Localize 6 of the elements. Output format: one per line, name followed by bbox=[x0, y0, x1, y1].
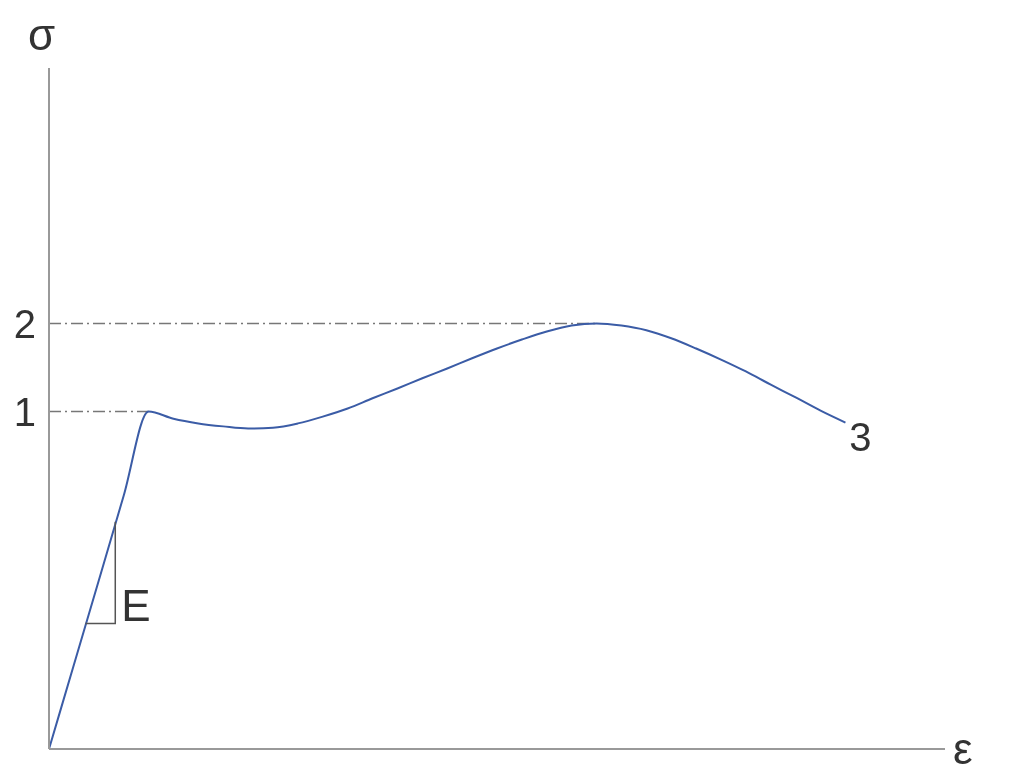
text: 1 bbox=[13, 389, 36, 434]
text: σ bbox=[28, 10, 56, 59]
annotation: 3 bbox=[849, 415, 872, 460]
x-axis-title: ε bbox=[953, 724, 973, 773]
annotation: E bbox=[121, 581, 151, 631]
text: 2 bbox=[13, 301, 36, 346]
